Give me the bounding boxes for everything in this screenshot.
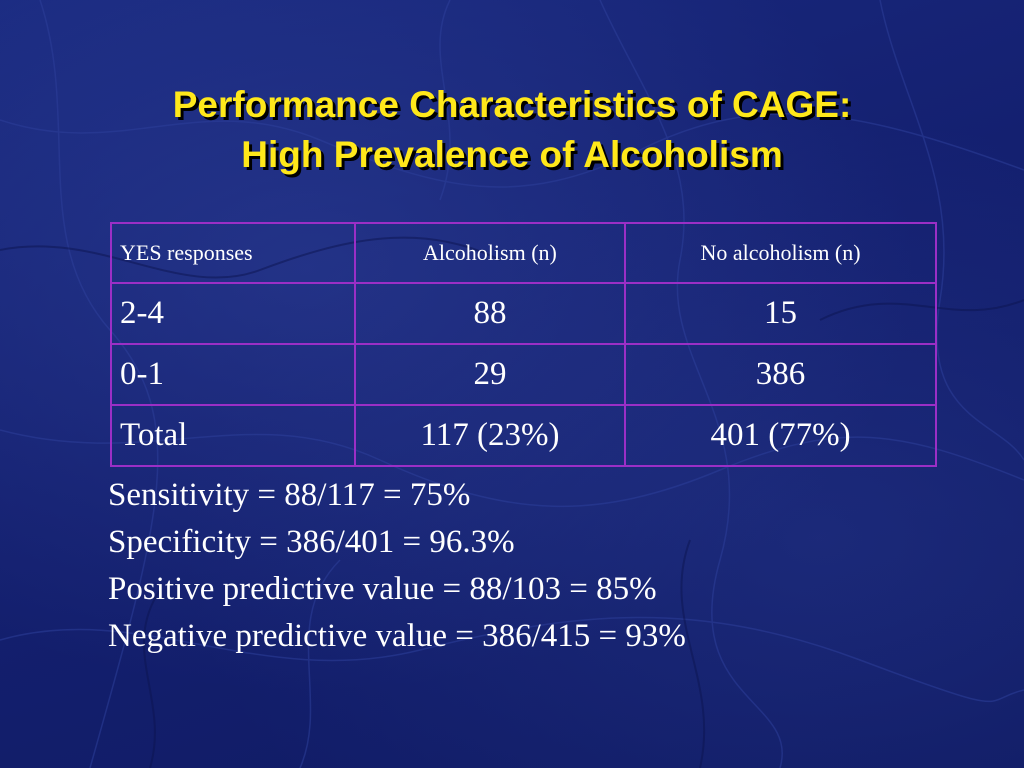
cell-responses: 2-4 — [110, 282, 356, 345]
table-row: 0-1 29 386 — [110, 343, 937, 406]
stat-sensitivity: Sensitivity = 88/117 = 75% — [108, 477, 471, 513]
stat-positive-predictive-value: Positive predictive value = 88/103 = 85% — [108, 571, 657, 607]
table-header-row: YES responses Alcoholism (n) No alcoholi… — [110, 222, 937, 284]
stat-specificity: Specificity = 386/401 = 96.3% — [108, 524, 515, 560]
header-alcoholism: Alcoholism (n) — [353, 222, 627, 284]
header-yes-responses: YES responses — [110, 222, 356, 284]
cell-no-alcoholism: 386 — [624, 343, 937, 406]
header-no-alcoholism: No alcoholism (n) — [624, 222, 937, 284]
title-line-1: Performance Characteristics of CAGE: — [172, 84, 852, 125]
cell-no-alcoholism: 15 — [624, 282, 937, 345]
slide-title: Performance Characteristics of CAGE: Hig… — [0, 80, 1024, 180]
stat-negative-predictive-value: Negative predictive value = 386/415 = 93… — [108, 618, 686, 654]
cell-responses: 0-1 — [110, 343, 356, 406]
table-row: 2-4 88 15 — [110, 282, 937, 345]
title-line-2: High Prevalence of Alcoholism — [241, 134, 783, 175]
cage-results-table: YES responses Alcoholism (n) No alcoholi… — [110, 222, 937, 467]
cell-no-alcoholism: 401 (77%) — [624, 404, 937, 467]
cell-alcoholism: 117 (23%) — [353, 404, 627, 467]
table-row: Total 117 (23%) 401 (77%) — [110, 404, 937, 467]
cell-alcoholism: 29 — [353, 343, 627, 406]
cell-responses: Total — [110, 404, 356, 467]
performance-stats: Sensitivity = 88/117 = 75% Specificity =… — [108, 472, 686, 660]
cell-alcoholism: 88 — [353, 282, 627, 345]
